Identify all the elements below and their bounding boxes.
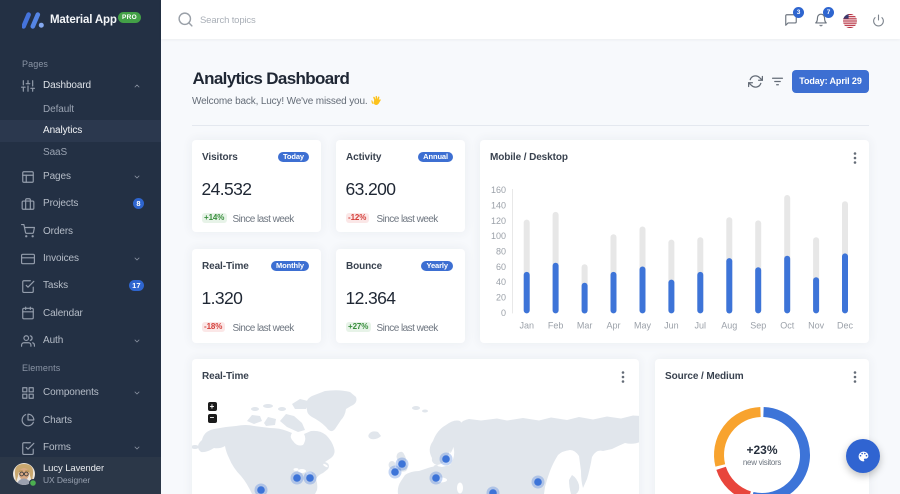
svg-text:new visitors: new visitors	[743, 458, 781, 467]
svg-text:Mar: Mar	[577, 321, 593, 331]
svg-text:140: 140	[491, 200, 506, 210]
svg-text:May: May	[634, 321, 652, 331]
svg-text:Feb: Feb	[548, 321, 564, 331]
svg-text:Apr: Apr	[606, 321, 620, 331]
svg-text:120: 120	[491, 216, 506, 226]
svg-text:Oct: Oct	[780, 321, 795, 331]
svg-text:20: 20	[496, 293, 506, 303]
svg-text:40: 40	[496, 277, 506, 287]
svg-text:Nov: Nov	[808, 321, 825, 331]
svg-text:0: 0	[501, 308, 506, 318]
svg-text:+23%: +23%	[746, 443, 777, 457]
svg-text:80: 80	[496, 247, 506, 257]
svg-text:Jul: Jul	[695, 321, 707, 331]
svg-text:100: 100	[491, 231, 506, 241]
svg-text:Dec: Dec	[837, 321, 854, 331]
svg-text:Sep: Sep	[750, 321, 766, 331]
svg-text:Aug: Aug	[721, 321, 737, 331]
svg-text:Jun: Jun	[664, 321, 679, 331]
svg-text:160: 160	[491, 185, 506, 195]
svg-text:60: 60	[496, 262, 506, 272]
svg-text:Jan: Jan	[519, 321, 534, 331]
